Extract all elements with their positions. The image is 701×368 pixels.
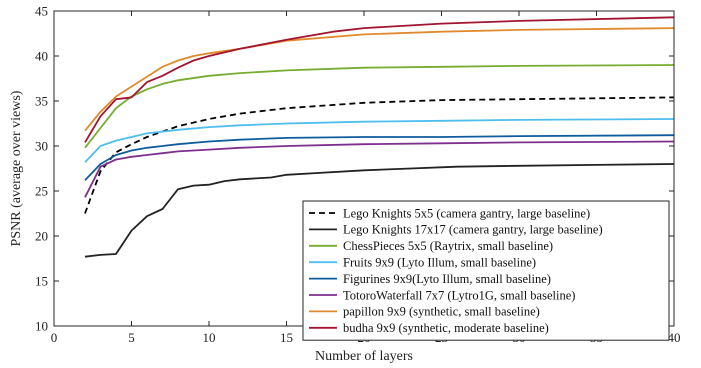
y-tick-label: 40 (35, 49, 48, 64)
legend-label: TotoroWaterfall 7x7 (Lytro1G, small base… (343, 288, 575, 302)
legend-label: Fruits 9x9 (Lyto Illum, small baseline) (343, 256, 536, 270)
y-tick-label: 25 (35, 184, 48, 199)
y-axis-title: PSNR (average over views) (9, 90, 24, 246)
x-tick-label: 0 (51, 330, 58, 345)
legend-label: Lego Knights 17x17 (camera gantry, large… (343, 223, 603, 237)
series-line-3 (84, 64, 675, 149)
legend: Lego Knights 5x5 (camera gantry, large b… (302, 200, 670, 341)
legend-label: budha 9x9 (synthetic, moderate baseline) (343, 321, 549, 335)
x-axis-title: Number of layers (315, 349, 413, 364)
y-tick-label: 45 (35, 4, 48, 19)
x-tick-label: 15 (280, 330, 293, 345)
x-tick-label: 10 (203, 330, 216, 345)
y-tick-label: 20 (35, 229, 48, 244)
legend-box (302, 200, 670, 341)
legend-label: Figurines 9x9(Lyto Illum, small baseline… (343, 272, 551, 286)
series-line-8 (84, 16, 675, 143)
series-line-1 (84, 96, 675, 214)
series-line-5 (84, 134, 675, 181)
legend-label: ChessPieces 5x5 (Raytrix, small baseline… (343, 239, 553, 253)
y-tick-label: 35 (35, 94, 48, 109)
y-tick-label: 10 (35, 319, 48, 334)
series-line-7 (84, 27, 675, 132)
y-tick-label: 30 (35, 139, 48, 154)
y-tick-label: 15 (35, 274, 48, 289)
x-tick-label: 5 (128, 330, 135, 345)
series-layer (84, 16, 675, 258)
legend-label: Lego Knights 5x5 (camera gantry, large b… (343, 206, 590, 220)
legend-label: papillon 9x9 (synthetic, small baseline) (343, 305, 540, 319)
x-tick-label: 40 (668, 330, 681, 345)
series-line-4 (84, 118, 675, 163)
series-line-2 (84, 163, 675, 258)
series-line-6 (84, 140, 675, 198)
